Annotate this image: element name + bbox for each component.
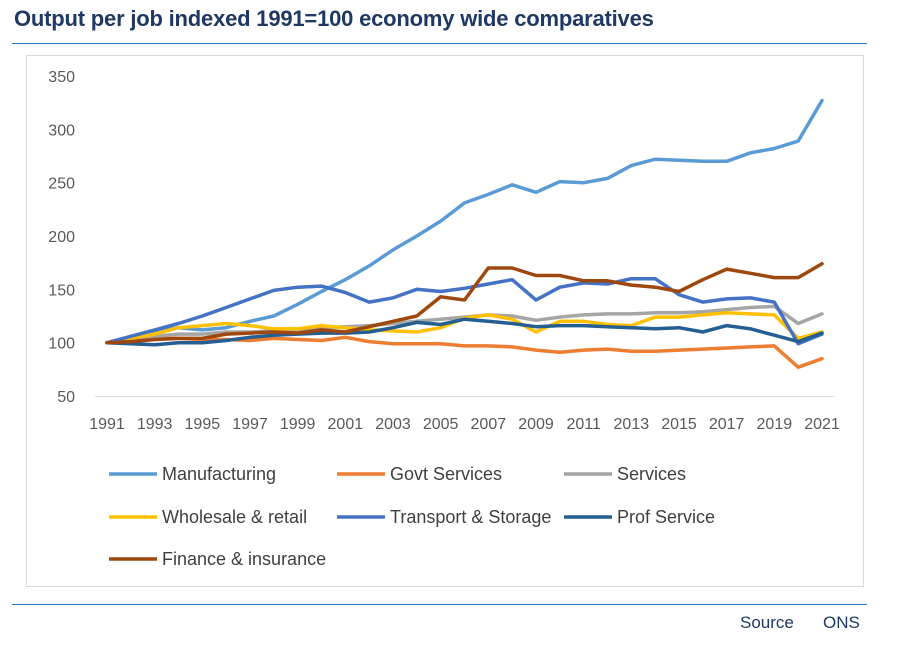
chart-area: 50 100 150 200 250 300 350 1991 1993 1995 1997 199…: [26, 55, 864, 587]
y-axis: 50 100 150 200 250 300 350: [48, 69, 75, 406]
y-tick-label: 200: [48, 229, 75, 246]
x-tick-label: 2015: [661, 416, 697, 433]
x-tick-label: 1993: [137, 416, 173, 433]
legend-item: Prof Service: [564, 507, 715, 527]
source-value: ONS: [823, 613, 860, 632]
series-line-finance-insurance: [105, 261, 824, 345]
x-tick-label: 1991: [89, 416, 125, 433]
y-tick-label: 300: [48, 122, 75, 139]
legend-label: Wholesale & retail: [162, 507, 307, 527]
x-tick-label: 1999: [280, 416, 316, 433]
y-tick-label: 100: [48, 336, 75, 353]
legend-item: Finance & insurance: [109, 549, 326, 569]
source-label: Source: [740, 613, 794, 632]
legend-item: Transport & Storage: [337, 507, 551, 527]
x-tick-label: 2013: [614, 416, 650, 433]
x-tick-label: 2017: [709, 416, 745, 433]
legend-item: Wholesale & retail: [109, 507, 307, 527]
legend-label: Finance & insurance: [162, 549, 326, 569]
x-tick-label: 2021: [804, 416, 840, 433]
legend-label: Govt Services: [390, 464, 502, 484]
x-tick-label: 2019: [757, 416, 793, 433]
x-tick-label: 2003: [375, 416, 411, 433]
y-tick-label: 50: [57, 389, 75, 406]
x-tick-label: 2005: [423, 416, 459, 433]
legend-item: Services: [564, 464, 686, 484]
y-tick-label: 350: [48, 69, 75, 86]
legend-label: Manufacturing: [162, 464, 276, 484]
x-tick-label: 2001: [328, 416, 364, 433]
x-tick-label: 2009: [518, 416, 554, 433]
page-title: Output per job indexed 1991=100 economy …: [14, 6, 654, 31]
legend-item: Govt Services: [337, 464, 502, 484]
x-tick-label: 1995: [185, 416, 221, 433]
footer-rule: [12, 604, 867, 605]
series-line-prof-service: [105, 317, 824, 347]
x-tick-label: 2011: [566, 416, 601, 433]
x-axis: 1991 1993 1995 1997 1999 2001 2003 2005 2007 2009…: [89, 396, 840, 433]
legend-label: Transport & Storage: [390, 507, 551, 527]
y-tick-label: 250: [48, 176, 75, 193]
title-underline: [12, 43, 867, 44]
x-tick-label: 2007: [471, 416, 507, 433]
series-line-transport-storage: [105, 276, 824, 346]
series-lines: [105, 98, 824, 369]
legend: Manufacturing Govt Services Services Wholes…: [109, 464, 715, 569]
y-tick-label: 150: [48, 282, 75, 299]
legend-item: Manufacturing: [109, 464, 276, 484]
legend-label: Services: [617, 464, 686, 484]
legend-label: Prof Service: [617, 507, 715, 527]
x-tick-label: 1997: [232, 416, 268, 433]
series-line-manufacturing: [105, 98, 824, 345]
